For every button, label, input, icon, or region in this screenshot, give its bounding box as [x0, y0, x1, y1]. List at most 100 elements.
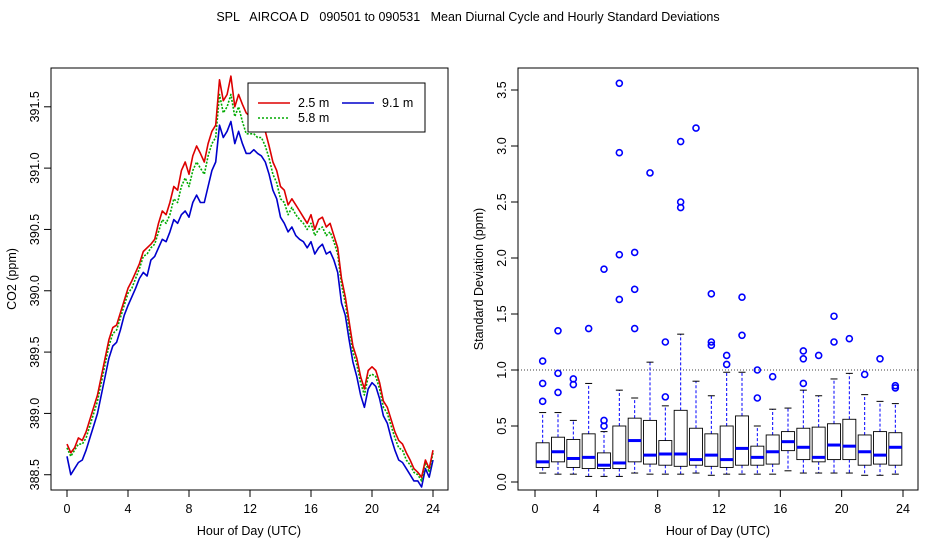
- left-y-tick-label: 388.5: [28, 459, 42, 490]
- iqr-box: [535, 442, 550, 468]
- boxplot-hour: [658, 338, 673, 475]
- boxplot-hour: [719, 351, 734, 475]
- iqr-box: [750, 445, 765, 466]
- boxplot-hour: [842, 334, 857, 474]
- boxplot-hour: [566, 375, 581, 475]
- right-y-tick-label: 3.0: [495, 137, 509, 154]
- right-y-tick-label: 0.0: [495, 473, 509, 490]
- series-line-2-5-m: [66, 75, 434, 479]
- outlier-point: [738, 331, 746, 340]
- boxplot-hour: [643, 169, 657, 475]
- legend-label-9-1m: 9.1 m: [382, 96, 413, 110]
- outlier-point: [722, 351, 731, 360]
- iqr-box: [857, 434, 872, 466]
- outlier-point: [814, 351, 823, 360]
- outlier-point: [554, 369, 562, 378]
- right-y-tick-label: 1.5: [495, 305, 509, 322]
- outlier-point: [768, 372, 777, 381]
- left-x-tick-label: 4: [125, 502, 132, 516]
- outlier-point: [615, 250, 624, 259]
- outlier-point: [630, 285, 639, 294]
- boxplot-hour: [827, 312, 841, 474]
- left-x-tick-label: 12: [243, 502, 257, 516]
- boxplot-hour: [888, 381, 903, 475]
- outlier-point: [554, 326, 562, 335]
- series-line-9-1-m: [66, 120, 434, 488]
- boxplot-hour: [735, 293, 749, 475]
- iqr-box: [566, 438, 581, 468]
- right-y-tick-label: 0.5: [495, 417, 509, 434]
- outlier-point: [615, 295, 624, 304]
- outlier-point: [554, 388, 562, 397]
- boxplot-hour: [781, 407, 795, 472]
- left-x-tick-label: 16: [304, 502, 318, 516]
- right-x-tick-label: 4: [593, 502, 600, 516]
- right-x-tick-label: 24: [896, 502, 910, 516]
- right-x-tick-label: 16: [773, 502, 787, 516]
- outlier-point: [722, 360, 731, 369]
- left-axes: 0 4 8 12 16 20 24 388.5 389.0 389.5 390.0 390.5 391.…: [28, 91, 440, 516]
- outlier-point: [738, 293, 746, 302]
- iqr-box: [888, 432, 903, 466]
- left-x-tick-label: 8: [186, 502, 193, 516]
- right-box-chart: 0 4 8 12 16 20 24 0.0 0.5 1.0 1.5 2.0 2.5 3.0 3.5 Hour…: [472, 67, 919, 538]
- outlier-point: [707, 338, 716, 346]
- left-series-lines: [66, 75, 434, 488]
- right-x-tick-label: 8: [654, 502, 661, 516]
- outlier-point: [692, 124, 700, 132]
- right-y-tick-label: 2.5: [495, 193, 509, 210]
- iqr-box: [842, 418, 857, 461]
- left-y-tick-label: 391.0: [28, 152, 42, 183]
- boxplot-hour: [873, 354, 887, 476]
- right-axes: 0 4 8 12 16 20 24 0.0 0.5 1.0 1.5 2.0 2.5 3.0 3.5: [495, 81, 918, 516]
- legend-box: [247, 82, 426, 133]
- left-y-tick-label: 389.5: [28, 336, 42, 367]
- outlier-point: [630, 248, 639, 257]
- boxplot-hour: [857, 370, 872, 476]
- boxplot-hour: [612, 79, 627, 477]
- iqr-box: [765, 434, 780, 465]
- outlier-point: [661, 393, 670, 401]
- outlier-point: [569, 375, 578, 383]
- left-line-chart: 0 4 8 12 16 20 24 388.5 389.0 389.5 390.0 390.5 391.…: [5, 67, 449, 538]
- boxplot-hour: [765, 372, 780, 475]
- left-y-tick-label: 390.0: [28, 275, 42, 306]
- boxplot-hour: [689, 124, 703, 474]
- boxplot-hour: [796, 347, 811, 474]
- iqr-box: [673, 409, 688, 467]
- outlier-point: [676, 137, 685, 146]
- outlier-point: [615, 79, 624, 88]
- left-x-axis-label: Hour of Day (UTC): [197, 524, 301, 538]
- outlier-point: [630, 324, 639, 333]
- boxplot-hour: [551, 326, 565, 475]
- outlier-point: [538, 379, 547, 388]
- iqr-box: [719, 425, 734, 468]
- right-y-tick-label: 3.5: [495, 81, 509, 98]
- iqr-box: [827, 423, 841, 461]
- outlier-point: [860, 370, 869, 379]
- legend-label-2-5m: 2.5 m: [298, 96, 329, 110]
- outlier-point: [600, 416, 608, 425]
- iqr-box: [704, 433, 719, 467]
- outlier-point: [799, 379, 808, 388]
- outlier-point: [661, 338, 670, 346]
- outlier-point: [707, 341, 716, 350]
- outlier-point: [830, 338, 838, 346]
- legend: 2.5 m 9.1 m 5.8 m: [247, 82, 426, 133]
- right-plot-frame: [517, 67, 919, 491]
- iqr-box: [735, 415, 749, 466]
- right-x-tick-label: 0: [532, 502, 539, 516]
- right-x-axis-label: Hour of Day (UTC): [666, 524, 770, 538]
- left-y-tick-label: 391.5: [28, 91, 42, 122]
- boxplot-hour: [811, 351, 826, 474]
- left-x-tick-label: 24: [426, 502, 440, 516]
- boxplot-hour: [704, 290, 719, 476]
- outlier-point: [600, 265, 608, 274]
- outlier-point: [707, 290, 716, 298]
- left-x-tick-label: 20: [365, 502, 379, 516]
- boxplot-hour: [673, 137, 688, 475]
- right-x-tick-label: 20: [835, 502, 849, 516]
- figure-title: SPL AIRCOA D 090501 to 090531 Mean Diurn…: [216, 10, 720, 24]
- left-y-tick-label: 389.0: [28, 398, 42, 429]
